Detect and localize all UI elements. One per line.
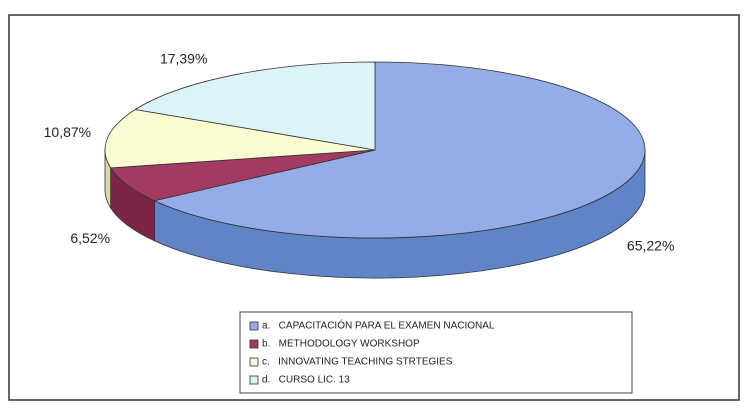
legend-swatch: [249, 357, 259, 367]
slice: [153, 61, 646, 239]
slice: [109, 149, 376, 202]
legend-swatch: [249, 321, 259, 331]
legend-label: b. METHODOLOGY WORKSHOP: [262, 339, 420, 350]
slice: [104, 109, 376, 169]
legend-swatch: [249, 339, 259, 349]
legend-label: d. CURSO LIC. 13: [262, 375, 350, 386]
data-label: 17,39%: [160, 50, 207, 66]
legend-box: [239, 311, 633, 394]
slice: [134, 61, 376, 151]
data-label: 65,22%: [627, 237, 674, 253]
legend-label: a. CAPACITACIÓN PARA EL EXAMEN NACIONAL: [262, 319, 495, 332]
legend-swatch: [249, 375, 259, 385]
legend-label: c. INNOVATING TEACHING STRTEGIES: [262, 357, 453, 368]
data-label: 6,52%: [70, 230, 110, 246]
data-label: 10,87%: [44, 124, 91, 140]
